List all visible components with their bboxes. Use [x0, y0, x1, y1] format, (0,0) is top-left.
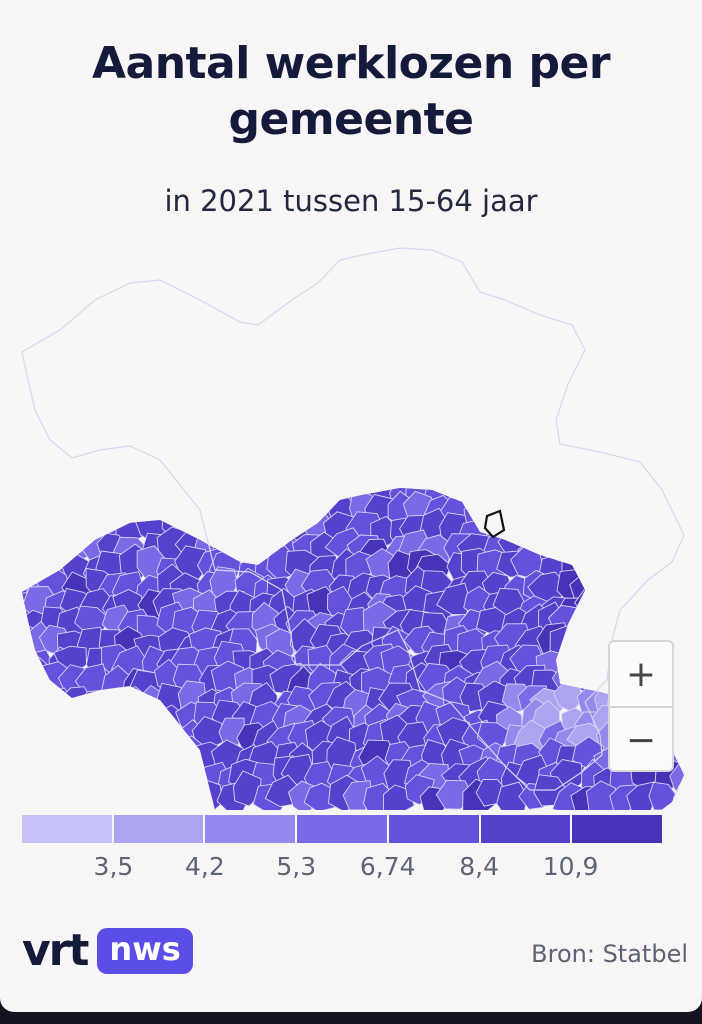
legend-swatch [22, 815, 114, 843]
zoom-control: + − [608, 640, 674, 772]
legend-label: 4,2 [184, 852, 225, 881]
legend-swatch [572, 815, 663, 843]
legend-labels: 3,5 4,2 5,3 6,74 8,4 10,9 [22, 852, 662, 884]
legend-swatch [113, 815, 206, 843]
legend-swatch [480, 815, 573, 843]
country-outline [21, 247, 685, 791]
legend-label: 3,5 [93, 852, 134, 881]
vrt-nws-logo: vrt nws [22, 928, 193, 974]
legend-swatch [388, 815, 481, 843]
legend-label: 5,3 [276, 852, 317, 881]
chart-subtitle: in 2021 tussen 15-64 jaar [164, 184, 538, 218]
zoom-divider [610, 706, 672, 708]
logo-nws-badge: nws [97, 928, 193, 974]
legend-swatch [297, 815, 389, 843]
legend-label: 6,74 [359, 852, 416, 881]
selected-municipality-outline[interactable] [483, 509, 506, 539]
legend-label: 8,4 [459, 852, 500, 881]
legend-swatch [205, 815, 298, 843]
logo-vrt-text: vrt [22, 925, 89, 976]
color-legend [22, 815, 663, 845]
municipality-area[interactable] [496, 781, 529, 810]
chart-title: Aantal werklozen per gemeente [91, 38, 611, 145]
municipality-area[interactable] [585, 780, 620, 810]
zoom-out-button[interactable]: − [625, 719, 657, 761]
belgium-municipality-map[interactable] [0, 240, 702, 810]
legend-label: 10,9 [542, 852, 599, 881]
source-credit: Bron: Statbel [531, 940, 688, 968]
zoom-in-button[interactable]: + [625, 653, 657, 695]
